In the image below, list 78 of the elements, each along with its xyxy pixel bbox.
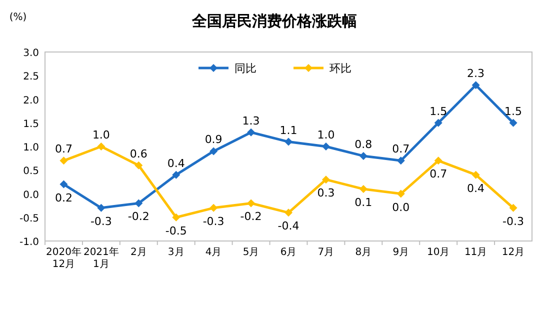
data-label: -0.4: [278, 220, 300, 233]
data-label: -0.3: [502, 214, 524, 228]
point: [97, 204, 106, 212]
point: [472, 81, 480, 90]
point: [322, 176, 330, 184]
data-label: 0.4: [467, 182, 485, 195]
point: [134, 161, 143, 170]
data-label: 1.0: [317, 128, 335, 142]
point: [359, 185, 368, 194]
data-label: 1.0: [92, 128, 110, 142]
y-tick-label: 2.0: [23, 95, 39, 106]
data-label: 1.1: [280, 124, 298, 137]
data-label: 1.5: [504, 104, 522, 118]
point: [284, 208, 292, 217]
x-tick-label: 5月: [242, 247, 260, 258]
point: [172, 213, 180, 222]
x-tick-label: 6月: [280, 247, 297, 258]
y-tick-label: 3.0: [23, 48, 39, 59]
point: [284, 138, 292, 146]
point: [134, 199, 143, 208]
point: [60, 180, 68, 188]
point: [60, 156, 68, 165]
data-label: 0.1: [354, 196, 372, 210]
point: [247, 199, 256, 208]
point: [434, 118, 442, 127]
data-label: 0.3: [317, 186, 335, 200]
point: [509, 204, 518, 212]
data-label: 0.8: [354, 138, 372, 151]
data-label: 1.5: [430, 104, 448, 118]
data-label: 2.3: [467, 67, 485, 80]
point: [434, 156, 442, 165]
legend-label: 环比: [330, 62, 352, 75]
x-tick-label: 7月: [318, 247, 334, 258]
data-label: -0.2: [128, 210, 150, 224]
data-label: 0.0: [392, 200, 410, 214]
y-tick-label: -1.0: [19, 237, 39, 248]
y-tick-label: 0.0: [23, 190, 39, 201]
data-label: -0.5: [165, 224, 187, 238]
x-tick-label: 4月: [205, 247, 222, 258]
data-label: 1.3: [242, 114, 260, 128]
x-tick-label: 9月: [392, 247, 410, 258]
y-tick-label: 1.5: [23, 118, 39, 130]
point: [322, 142, 330, 150]
data-label: 0.6: [130, 147, 148, 160]
data-label: -0.3: [90, 214, 112, 228]
legend-label: 同比: [234, 62, 256, 75]
data-label: -0.3: [202, 214, 224, 228]
x-tick-label: 10月: [426, 247, 450, 258]
point: [210, 147, 218, 156]
point: [509, 118, 518, 127]
y-axis-title: (%): [9, 12, 27, 23]
data-label: 0.7: [392, 142, 410, 156]
point: [172, 170, 180, 179]
point: [396, 190, 405, 198]
data-label: 0.9: [204, 133, 222, 146]
point: [210, 204, 218, 212]
data-label: 0.7: [430, 168, 448, 181]
x-tick-label: 11月: [464, 247, 488, 258]
y-tick-label: 1.0: [23, 142, 39, 154]
data-label: 0.7: [54, 142, 72, 156]
x-tick-label: 2021年 1月: [83, 246, 119, 270]
point: [97, 142, 106, 150]
point: [359, 152, 368, 160]
point: [396, 156, 405, 165]
y-tick-label: 0.5: [23, 166, 39, 178]
data-label: -0.2: [240, 210, 262, 224]
data-label: 0.4: [167, 156, 185, 170]
point: [472, 170, 480, 179]
data-label: 0.2: [54, 191, 72, 204]
x-tick-label: 3月: [168, 247, 184, 258]
y-tick-label: -0.5: [19, 213, 39, 224]
x-tick-label: 8月: [355, 247, 372, 258]
x-tick-label: 2020年 12月: [46, 246, 82, 270]
point: [247, 128, 256, 136]
x-tick-label: 12月: [502, 247, 525, 258]
y-tick-label: 2.5: [23, 72, 39, 83]
chart-title: 全国居民消费价格涨跌幅: [191, 12, 357, 30]
x-tick-label: 2月: [130, 247, 147, 258]
